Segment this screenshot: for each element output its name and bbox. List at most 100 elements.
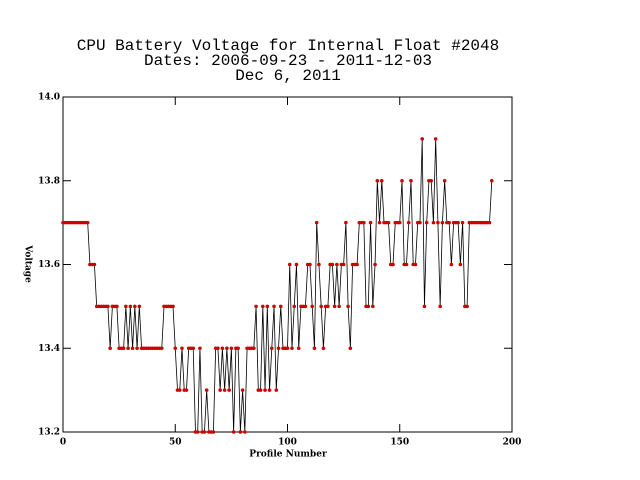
data-point: [465, 304, 469, 309]
data-point: [332, 304, 337, 309]
data-point: [346, 304, 350, 309]
data-point: [368, 220, 373, 225]
data-point: [184, 388, 189, 392]
data-point: [308, 262, 312, 267]
data-point: [314, 220, 319, 225]
data-point: [261, 304, 265, 309]
data-point: [263, 388, 267, 392]
data-point: [290, 346, 294, 351]
data-point: [204, 388, 209, 392]
data-point: [130, 346, 135, 351]
data-point: [431, 220, 436, 225]
data-point: [375, 178, 380, 183]
data-point: [386, 220, 391, 225]
x-axis-label: Profile Number: [249, 450, 327, 460]
data-point: [413, 262, 418, 267]
y-tick-label: 13.4: [38, 344, 60, 354]
chart-title: CPU Battery Voltage for Internal Float #…: [77, 37, 499, 55]
data-point: [267, 388, 272, 392]
data-point: [211, 430, 216, 434]
data-point: [238, 430, 243, 434]
data-point: [422, 304, 427, 309]
data-point: [418, 220, 422, 225]
data-point: [294, 262, 299, 267]
data-point: [447, 220, 451, 225]
y-tick-label: 13.6: [38, 260, 60, 270]
data-point: [487, 220, 492, 225]
y-tick-label: 14.0: [38, 93, 60, 103]
data-point: [348, 346, 353, 351]
data-point: [92, 262, 97, 267]
data-point: [440, 220, 445, 225]
data-point: [337, 304, 341, 309]
data-point: [458, 262, 463, 267]
x-tick-label: 150: [390, 438, 409, 448]
data-point: [391, 262, 395, 267]
data-point: [108, 346, 112, 351]
data-point: [128, 304, 133, 309]
y-tick-label: 13.2: [38, 428, 60, 438]
data-point: [344, 220, 348, 225]
x-tick-label: 50: [169, 438, 182, 448]
data-point: [317, 262, 321, 267]
data-point: [240, 388, 245, 392]
data-point: [436, 220, 440, 225]
data-point: [456, 220, 460, 225]
data-point: [135, 346, 139, 351]
chart-subtitle: Dates: 2006-09-23 - 2011-12-03: [144, 52, 432, 70]
data-point: [276, 346, 281, 351]
data-point: [85, 220, 90, 225]
data-point: [106, 304, 110, 309]
data-point: [202, 430, 207, 434]
data-point: [171, 304, 175, 309]
data-point: [231, 430, 236, 434]
data-point: [377, 220, 382, 225]
data-point: [159, 346, 164, 351]
data-point: [433, 137, 438, 141]
data-point: [460, 220, 465, 225]
data-point: [449, 262, 454, 267]
data-point: [227, 388, 231, 392]
data-point: [330, 262, 335, 267]
data-point: [137, 304, 142, 309]
data-point: [173, 346, 178, 351]
data-point: [310, 304, 314, 309]
data-point: [424, 220, 429, 225]
data-point: [379, 178, 384, 183]
x-tick-label: 100: [278, 438, 297, 448]
data-point: [243, 430, 247, 434]
data-point: [278, 304, 283, 309]
y-axis-label: Voltage: [23, 244, 33, 283]
y-tick-label: 13.8: [38, 176, 60, 186]
data-point: [362, 220, 366, 225]
data-point: [373, 262, 377, 267]
data-point: [115, 304, 119, 309]
data-point: [341, 262, 346, 267]
data-point: [400, 178, 404, 183]
data-point: [252, 346, 256, 351]
data-point: [191, 346, 196, 351]
data-point: [303, 304, 308, 309]
data-point: [198, 346, 202, 351]
data-point: [438, 304, 442, 309]
data-point: [133, 304, 137, 309]
data-point: [254, 304, 258, 309]
data-line: [63, 138, 493, 433]
data-point: [404, 262, 409, 267]
x-tick-label: 0: [60, 438, 66, 448]
data-point: [218, 388, 222, 392]
data-point: [265, 304, 270, 309]
data-point: [269, 346, 274, 351]
data-point: [489, 178, 494, 183]
data-point: [371, 304, 375, 309]
x-tick-label: 200: [503, 438, 522, 448]
data-point: [292, 304, 297, 309]
data-point: [258, 388, 263, 392]
plot-frame: [62, 96, 513, 433]
data-point: [121, 346, 126, 351]
data-point: [366, 304, 371, 309]
data-point: [409, 178, 413, 183]
data-point: [236, 346, 240, 351]
data-point: [180, 346, 184, 351]
data-point: [225, 346, 229, 351]
